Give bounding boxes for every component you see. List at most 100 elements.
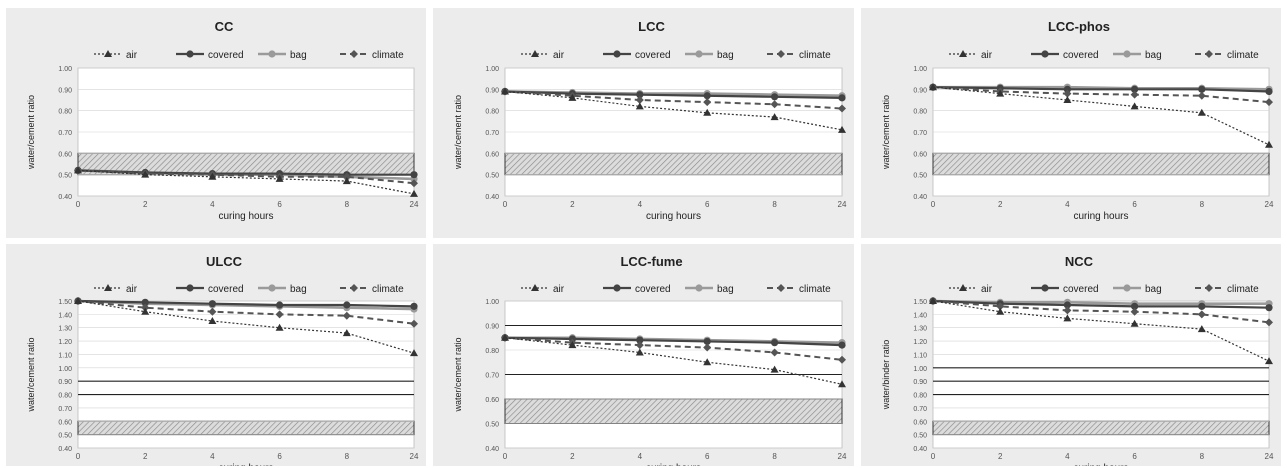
legend-marker bbox=[350, 50, 358, 58]
y-tick-label: 0.50 bbox=[913, 433, 927, 440]
data-point-climate bbox=[996, 302, 1005, 311]
y-tick-label: 1.40 bbox=[913, 312, 927, 319]
data-point-air bbox=[74, 297, 82, 304]
data-point-covered bbox=[771, 93, 779, 101]
legend-item-climate: climate bbox=[1195, 50, 1259, 61]
legend-item-climate: climate bbox=[340, 50, 404, 61]
target-range-band bbox=[504, 398, 843, 424]
x-tick-label: 2 bbox=[998, 452, 1003, 461]
y-tick-label: 0.90 bbox=[913, 379, 927, 386]
legend-item-air: air bbox=[949, 284, 993, 295]
x-tick-label: 0 bbox=[931, 452, 936, 461]
y-axis-label: water/cement ratio bbox=[453, 95, 463, 170]
data-point-covered bbox=[636, 336, 644, 344]
x-tick-label: 2 bbox=[143, 200, 148, 209]
series-line-covered bbox=[932, 299, 1270, 309]
y-tick-label: 0.40 bbox=[913, 446, 927, 453]
y-tick-label: 1.10 bbox=[913, 352, 927, 359]
data-point-covered bbox=[410, 302, 418, 310]
x-tick-label: 4 bbox=[1065, 452, 1070, 461]
x-axis-label: curing hours bbox=[218, 463, 273, 466]
series-line-climate bbox=[932, 86, 1270, 104]
legend-marker bbox=[104, 50, 112, 57]
legend-label: climate bbox=[1227, 50, 1259, 61]
data-point-climate bbox=[838, 104, 846, 113]
legend-item-bag: bag bbox=[1113, 50, 1162, 61]
data-point-climate bbox=[141, 303, 150, 312]
x-tick-label: 24 bbox=[838, 200, 847, 209]
y-tick-label: 0.50 bbox=[913, 173, 927, 180]
data-point-covered bbox=[703, 92, 711, 100]
x-axis-label: curing hours bbox=[218, 211, 273, 222]
legend-item-climate: climate bbox=[767, 50, 831, 61]
y-axis-label: water/cement ratio bbox=[26, 95, 36, 170]
legend-label: air bbox=[981, 50, 993, 61]
data-point-climate bbox=[342, 172, 351, 181]
legend-label: air bbox=[126, 50, 138, 61]
data-point-covered bbox=[1131, 302, 1139, 310]
y-tick-label: 0.70 bbox=[485, 373, 499, 380]
y-tick-label: 0.90 bbox=[913, 87, 927, 94]
legend-label: covered bbox=[635, 284, 671, 295]
legend-marker bbox=[959, 50, 967, 57]
data-point-air bbox=[635, 348, 644, 356]
x-tick-label: 8 bbox=[1200, 452, 1205, 461]
data-point-air bbox=[1197, 108, 1206, 116]
series-line-bag bbox=[932, 299, 1269, 305]
y-tick-label: 1.20 bbox=[913, 339, 927, 346]
y-tick-label: 0.40 bbox=[58, 446, 72, 453]
legend-marker bbox=[695, 50, 703, 58]
data-point-covered bbox=[410, 171, 418, 179]
legend-label: bag bbox=[290, 50, 307, 61]
data-point-climate bbox=[703, 98, 712, 107]
data-point-covered bbox=[838, 341, 846, 349]
data-point-air bbox=[1197, 325, 1206, 333]
x-tick-label: 6 bbox=[705, 200, 710, 209]
y-tick-label: 0.70 bbox=[58, 406, 72, 413]
data-point-covered bbox=[1265, 304, 1273, 312]
legend-marker bbox=[531, 284, 539, 291]
y-tick-label: 0.40 bbox=[485, 446, 499, 453]
chart-panel-lcc: 0.40 0.50 0.60 0.70 0.80 0.90 1.00 0 2 4 6 8 24 LCC cu… bbox=[433, 8, 854, 238]
chart-lcc: 0.400.500.600.700.800.901.000 2 4 6 8 24LCCcu… bbox=[453, 19, 847, 222]
x-tick-label: 8 bbox=[772, 200, 777, 209]
x-tick-label: 24 bbox=[838, 452, 847, 461]
y-tick-label: 0.40 bbox=[58, 194, 72, 201]
y-tick-label: 1.50 bbox=[913, 299, 927, 306]
chart-cc: 0.400.500.600.700.800.901.000 2 4 6 8 24CCcur… bbox=[26, 19, 419, 222]
x-tick-label: 0 bbox=[76, 452, 81, 461]
data-point-air bbox=[141, 170, 150, 178]
y-tick-label: 0.50 bbox=[485, 422, 499, 429]
legend-marker bbox=[613, 50, 621, 58]
legend-label: covered bbox=[208, 50, 244, 61]
y-axis-label: water/cement ratio bbox=[26, 337, 36, 412]
x-axis-label: curing hours bbox=[646, 211, 701, 222]
x-tick-label: 6 bbox=[1132, 200, 1137, 209]
data-point-climate bbox=[770, 100, 779, 109]
chart-title: LCC bbox=[638, 19, 665, 34]
series-line-climate bbox=[77, 300, 415, 325]
y-tick-label: 0.40 bbox=[485, 194, 499, 201]
y-tick-label: 0.60 bbox=[485, 151, 499, 158]
data-point-air bbox=[929, 297, 937, 304]
legend-marker bbox=[777, 50, 785, 58]
data-point-air bbox=[74, 166, 82, 174]
data-point-air bbox=[342, 177, 351, 185]
data-point-air bbox=[770, 113, 779, 121]
legend-item-covered: covered bbox=[1031, 284, 1099, 295]
target-range-band bbox=[932, 420, 1270, 436]
y-axis-label: water/cement ratio bbox=[881, 95, 891, 170]
chart-title: NCC bbox=[1065, 254, 1094, 269]
series-line-air bbox=[932, 300, 1270, 362]
y-tick-label: 0.50 bbox=[58, 433, 72, 440]
data-point-covered bbox=[636, 91, 644, 99]
data-point-climate bbox=[635, 96, 644, 104]
chart-lcc-fume: 0.400.500.600.700.800.901.000 2 4 6 8 24LCC-f… bbox=[453, 254, 847, 466]
x-tick-label: 6 bbox=[705, 452, 710, 461]
legend-marker bbox=[695, 284, 703, 292]
chart-panel-cc: 0.40 0.50 0.60 0.70 0.80 0.90 1.00 0 2 4 6 8 24 CC cur… bbox=[6, 8, 426, 238]
series-line-air bbox=[77, 300, 415, 354]
series-line-air bbox=[504, 90, 843, 131]
chart-title: LCC-fume bbox=[620, 254, 682, 269]
data-point-air bbox=[635, 102, 644, 110]
